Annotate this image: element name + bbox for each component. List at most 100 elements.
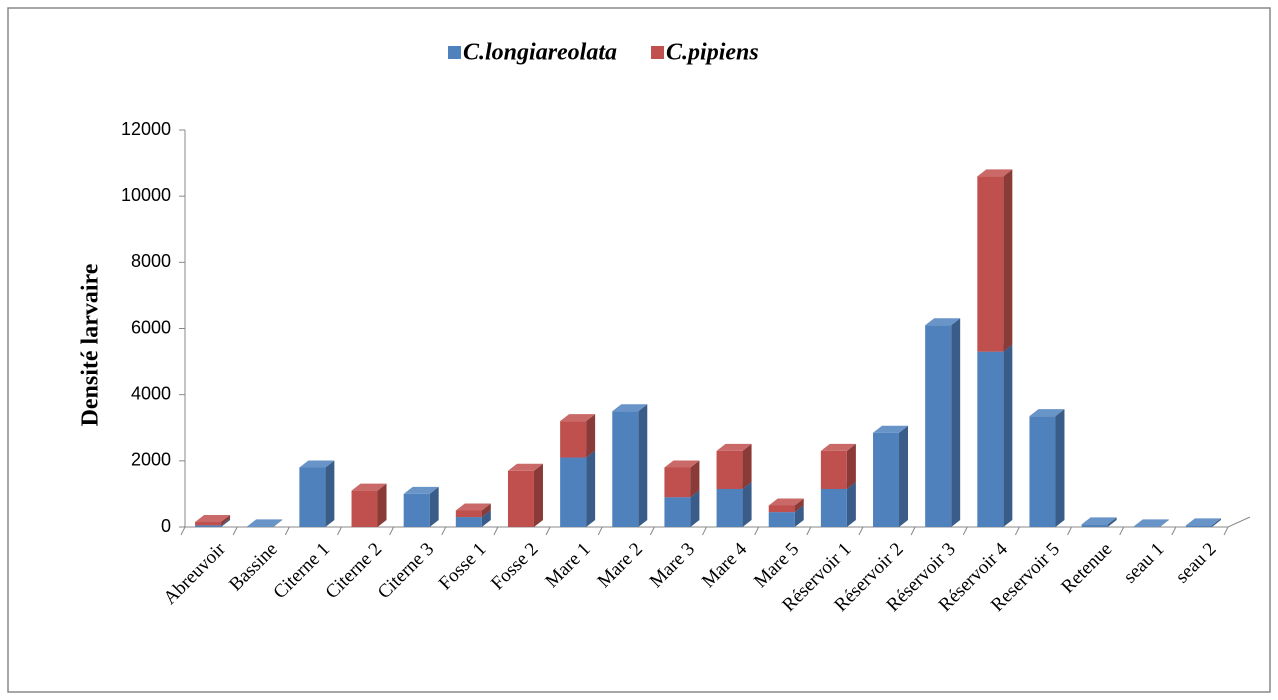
legend-label: C.longiareolata (463, 40, 617, 66)
x-tick (284, 526, 290, 536)
bar (664, 460, 700, 498)
bar (1185, 518, 1221, 527)
bar-top (507, 463, 543, 471)
x-tick (1119, 526, 1125, 536)
bar-front (560, 457, 587, 527)
bar-side (1211, 518, 1221, 527)
bar-side (377, 483, 387, 527)
bar-front (403, 493, 430, 527)
x-tick (910, 526, 916, 536)
bar (925, 318, 961, 527)
bar-top (195, 515, 231, 523)
bar-top (403, 486, 439, 494)
bar (560, 450, 596, 527)
bar (977, 344, 1013, 527)
bar-front (455, 510, 482, 518)
bar-side (273, 519, 283, 527)
y-tick-label: 8000 (131, 251, 171, 271)
chart-frame (7, 7, 1271, 693)
bar-front (768, 512, 795, 527)
bar-front (351, 490, 378, 527)
y-tick-label: 12000 (121, 119, 171, 139)
bar-top (560, 414, 596, 422)
bar-top (612, 404, 648, 412)
x-tick (1014, 526, 1020, 536)
bar-top (925, 318, 961, 326)
bar-top (820, 443, 856, 451)
bar-front (195, 522, 222, 526)
bar-side (690, 490, 700, 527)
bar-front (716, 450, 743, 489)
bar-front (612, 411, 639, 527)
y-axis-label: Densité larvaire (78, 263, 104, 426)
x-tick (649, 526, 655, 536)
bar-front (977, 176, 1004, 352)
bar-side (742, 481, 752, 527)
bar-top (768, 498, 804, 506)
bar-front (1185, 525, 1212, 527)
bar-side (899, 425, 909, 527)
bar-front (1029, 416, 1056, 527)
bar (612, 404, 648, 527)
bar-side (481, 510, 491, 527)
bar (1081, 517, 1117, 527)
bar-front (247, 526, 274, 527)
bar-front (664, 497, 691, 527)
bar (560, 414, 596, 458)
bar-front (507, 470, 534, 527)
bar (873, 425, 909, 527)
x-tick (493, 526, 499, 536)
x-tick (545, 526, 551, 536)
y-tick-label: 10000 (121, 185, 171, 205)
x-tick (389, 526, 395, 536)
bar (403, 486, 439, 527)
bar-top (873, 425, 909, 433)
bar-top (1081, 517, 1117, 525)
bar-side (638, 404, 648, 527)
y-tick-label: 0 (161, 516, 171, 536)
bar (716, 443, 752, 489)
bar-side (1159, 519, 1169, 527)
bar-side (1107, 517, 1117, 527)
bar (351, 483, 387, 527)
bar (247, 519, 283, 527)
bar-side (1055, 409, 1065, 527)
bar-front (664, 467, 691, 498)
bar-front (1133, 526, 1160, 527)
legend-swatch (651, 46, 665, 59)
bar-front (560, 421, 587, 458)
bar-front (925, 325, 952, 527)
y-tick-label: 6000 (131, 317, 171, 337)
x-tick (1067, 526, 1072, 536)
bar (195, 515, 231, 526)
bar-side (794, 498, 804, 513)
bar (455, 503, 491, 518)
bar-side (846, 443, 856, 489)
y-tick-label: 4000 (131, 383, 171, 403)
bar-side (1003, 169, 1013, 352)
bar-front (1081, 524, 1108, 527)
x-tick (441, 526, 447, 536)
bar (507, 463, 543, 527)
bar-side (481, 503, 491, 518)
x-tick (232, 526, 238, 536)
bar-side (846, 481, 856, 527)
bar-top (1185, 518, 1221, 526)
bar-front (820, 450, 847, 489)
bar-side (586, 450, 596, 527)
bar (768, 498, 804, 513)
bar-side (533, 463, 543, 527)
bar-side (429, 486, 439, 527)
bar-front (977, 351, 1004, 527)
bar-top (247, 519, 283, 527)
bar (1133, 519, 1169, 527)
bar-top (1133, 519, 1169, 527)
bar-side (325, 460, 335, 527)
bar-side (742, 443, 752, 489)
bar-top (716, 443, 752, 451)
x-tick (806, 526, 812, 536)
x-tick (1223, 526, 1229, 536)
legend-label: C.pipiens (666, 40, 759, 66)
bar-front (716, 488, 743, 527)
